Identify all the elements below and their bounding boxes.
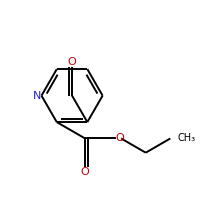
Text: O: O xyxy=(68,57,76,67)
Text: CH₃: CH₃ xyxy=(178,133,196,143)
Text: O: O xyxy=(81,167,90,177)
Text: N: N xyxy=(33,91,41,101)
Text: O: O xyxy=(115,133,124,143)
